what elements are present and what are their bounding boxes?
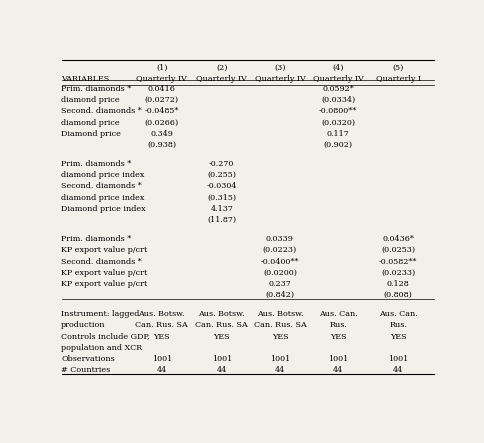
Text: 0.117: 0.117 — [327, 130, 349, 138]
Text: 0.237: 0.237 — [269, 280, 291, 288]
Text: (1): (1) — [156, 64, 167, 72]
Text: population and XCR: population and XCR — [61, 344, 142, 352]
Text: 44: 44 — [157, 366, 167, 374]
Text: -0.0304: -0.0304 — [207, 183, 237, 190]
Text: (0.0253): (0.0253) — [381, 246, 415, 254]
Text: Observations: Observations — [61, 355, 115, 363]
Text: 4.137: 4.137 — [211, 205, 233, 213]
Text: VARIABLES: VARIABLES — [61, 75, 109, 83]
Text: Aus. Botsw.: Aus. Botsw. — [257, 310, 303, 318]
Text: 1001: 1001 — [212, 355, 232, 363]
Text: Second. diamonds *: Second. diamonds * — [61, 257, 142, 265]
Text: YES: YES — [330, 333, 347, 341]
Text: 44: 44 — [275, 366, 285, 374]
Text: Aus. Botsw.: Aus. Botsw. — [138, 310, 185, 318]
Text: (0.808): (0.808) — [384, 291, 412, 299]
Text: 1001: 1001 — [328, 355, 348, 363]
Text: (3): (3) — [274, 64, 286, 72]
Text: KP export value p/crt: KP export value p/crt — [61, 246, 148, 254]
Text: (0.0272): (0.0272) — [145, 96, 179, 104]
Text: (0.315): (0.315) — [207, 194, 236, 202]
Text: 0.128: 0.128 — [387, 280, 409, 288]
Text: 1001: 1001 — [270, 355, 290, 363]
Text: -0.0800**: -0.0800** — [319, 107, 357, 116]
Text: 1001: 1001 — [151, 355, 172, 363]
Text: 1001: 1001 — [388, 355, 408, 363]
Text: 44: 44 — [217, 366, 227, 374]
Text: (0.0334): (0.0334) — [321, 96, 355, 104]
Text: (0.0200): (0.0200) — [263, 269, 297, 277]
Text: Second. diamonds *: Second. diamonds * — [61, 107, 142, 116]
Text: Aus. Botsw.: Aus. Botsw. — [198, 310, 245, 318]
Text: (0.0233): (0.0233) — [381, 269, 415, 277]
Text: YES: YES — [213, 333, 230, 341]
Text: Prim. diamonds *: Prim. diamonds * — [61, 85, 132, 93]
Text: 0.349: 0.349 — [151, 130, 173, 138]
Text: Can. Rus. SA: Can. Rus. SA — [136, 321, 188, 329]
Text: (2): (2) — [216, 64, 227, 72]
Text: Aus. Can.: Aus. Can. — [318, 310, 358, 318]
Text: Quarterly I: Quarterly I — [376, 75, 421, 83]
Text: Instrument: lagged: Instrument: lagged — [61, 310, 139, 318]
Text: Diamond price index: Diamond price index — [61, 205, 146, 213]
Text: (0.0223): (0.0223) — [263, 246, 297, 254]
Text: Quarterly IV: Quarterly IV — [197, 75, 247, 83]
Text: diamond price: diamond price — [61, 119, 120, 127]
Text: (0.0266): (0.0266) — [145, 119, 179, 127]
Text: Can. Rus. SA: Can. Rus. SA — [254, 321, 306, 329]
Text: KP export value p/crt: KP export value p/crt — [61, 269, 148, 277]
Text: Prim. diamonds *: Prim. diamonds * — [61, 235, 132, 243]
Text: # Countries: # Countries — [61, 366, 110, 374]
Text: -0.270: -0.270 — [209, 160, 234, 168]
Text: -0.0582**: -0.0582** — [379, 257, 417, 265]
Text: (0.0320): (0.0320) — [321, 119, 355, 127]
Text: 44: 44 — [333, 366, 343, 374]
Text: 0.0339: 0.0339 — [266, 235, 294, 243]
Text: 0.0592*: 0.0592* — [322, 85, 354, 93]
Text: -0.0400**: -0.0400** — [261, 257, 299, 265]
Text: diamond price index: diamond price index — [61, 194, 145, 202]
Text: Rus.: Rus. — [329, 321, 347, 329]
Text: 0.0416: 0.0416 — [148, 85, 176, 93]
Text: (0.255): (0.255) — [207, 171, 236, 179]
Text: Quarterly IV: Quarterly IV — [255, 75, 305, 83]
Text: (0.842): (0.842) — [265, 291, 294, 299]
Text: Prim. diamonds *: Prim. diamonds * — [61, 160, 132, 168]
Text: diamond price index: diamond price index — [61, 171, 145, 179]
Text: Can. Rus. SA: Can. Rus. SA — [196, 321, 248, 329]
Text: Controls include GDP,: Controls include GDP, — [61, 333, 150, 341]
Text: Diamond price: Diamond price — [61, 130, 121, 138]
Text: Rus.: Rus. — [389, 321, 407, 329]
Text: YES: YES — [153, 333, 170, 341]
Text: KP export value p/crt: KP export value p/crt — [61, 280, 148, 288]
Text: production: production — [61, 321, 106, 329]
Text: diamond price: diamond price — [61, 96, 120, 104]
Text: Quarterly IV: Quarterly IV — [313, 75, 363, 83]
Text: YES: YES — [390, 333, 407, 341]
Text: YES: YES — [272, 333, 288, 341]
Text: Aus. Can.: Aus. Can. — [378, 310, 418, 318]
Text: (0.902): (0.902) — [323, 141, 353, 149]
Text: 44: 44 — [393, 366, 403, 374]
Text: (4): (4) — [333, 64, 344, 72]
Text: 0.0436*: 0.0436* — [382, 235, 414, 243]
Text: (5): (5) — [393, 64, 404, 72]
Text: (0.938): (0.938) — [147, 141, 176, 149]
Text: (11.87): (11.87) — [207, 216, 236, 224]
Text: Second. diamonds *: Second. diamonds * — [61, 183, 142, 190]
Text: Quarterly IV: Quarterly IV — [136, 75, 187, 83]
Text: -0.0485*: -0.0485* — [145, 107, 179, 116]
